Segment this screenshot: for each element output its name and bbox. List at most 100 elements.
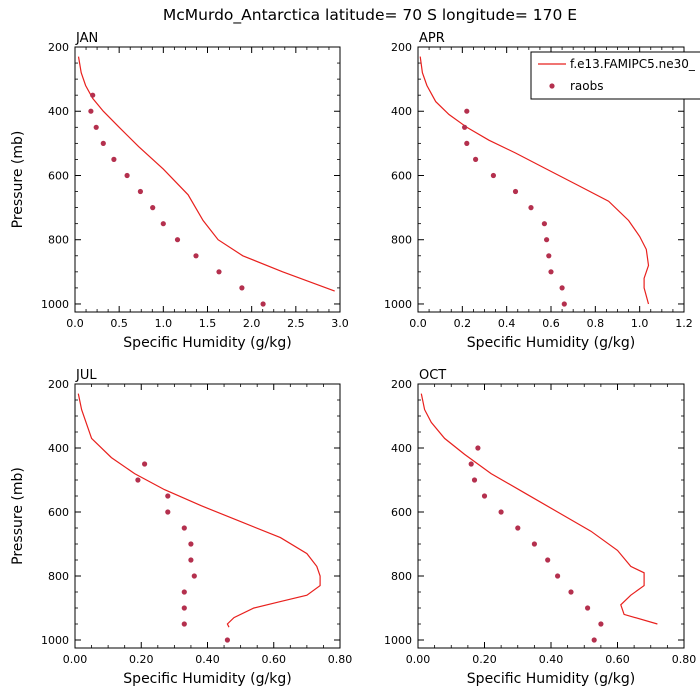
raobs-point — [142, 461, 148, 467]
raobs-point — [260, 301, 266, 307]
raobs-point — [150, 205, 156, 211]
panels-group: JAN 0.0 0.5 1.0 1.5 2.0 2.5 3.0 200 400 600 800 1000… — [10, 31, 696, 687]
y-tick-label: 200 — [391, 378, 412, 391]
plot-area-oct — [420, 393, 658, 643]
x-tick-label: 1.0 — [155, 317, 173, 330]
plot-area-apr — [419, 56, 650, 307]
raobs-point — [473, 156, 479, 162]
raobs-point — [561, 301, 567, 307]
y-tick-label: 400 — [48, 105, 69, 118]
y-tick-label: 1000 — [384, 298, 412, 311]
raobs-point — [490, 172, 496, 179]
raobs-point — [188, 557, 194, 563]
x-tick-label: 3.0 — [331, 317, 349, 330]
x-tick-label: 0.80 — [672, 653, 697, 666]
plot-frame-oct — [417, 383, 685, 649]
y-tick-label: 600 — [391, 169, 412, 182]
raobs-point — [546, 253, 552, 259]
raobs-point — [531, 541, 538, 547]
raobs-point — [137, 188, 143, 195]
raobs-point — [464, 108, 470, 114]
raobs-point — [598, 621, 604, 627]
y-tick-label: 800 — [391, 234, 412, 247]
x-tick-label: 0.8 — [587, 317, 605, 330]
y-tick-label: 1000 — [41, 298, 69, 311]
raobs-point — [224, 637, 230, 643]
x-tick-label: 0.0 — [409, 317, 427, 330]
x-tick-label: 0.60 — [262, 653, 287, 666]
plot-area-jan — [77, 56, 335, 307]
x-axis-label-jan: Specific Humidity (g/kg) — [123, 335, 291, 351]
raobs-point — [468, 461, 474, 467]
raobs-point — [88, 108, 94, 114]
y-tick-label: 200 — [391, 41, 412, 54]
raobs-point — [471, 477, 478, 483]
x-tick-label: 0.20 — [129, 653, 154, 666]
raobs-point — [528, 205, 534, 211]
y-tick-label: 800 — [48, 570, 69, 583]
x-tick-label: 1.5 — [199, 317, 217, 330]
x-axis-label-apr: Specific Humidity (g/kg) — [467, 335, 635, 351]
y-tick-label: 800 — [391, 570, 412, 583]
figure-title: McMurdo_Antarctica latitude= 70 S longit… — [163, 6, 577, 25]
x-tick-label: 0.40 — [539, 653, 564, 666]
raobs-point — [181, 525, 187, 531]
model-line-jul — [77, 393, 321, 628]
x-tick-label: 0.00 — [406, 653, 431, 666]
panel-label-apr: APR — [419, 31, 445, 46]
panel-jan: JAN 0.0 0.5 1.0 1.5 2.0 2.5 3.0 200 400 600 800 1000… — [10, 31, 349, 351]
raobs-point — [160, 221, 166, 227]
x-tick-label: 0.5 — [110, 317, 128, 330]
raobs-point — [188, 541, 194, 547]
raobs-point — [165, 493, 171, 499]
raobs-point — [555, 573, 561, 579]
y-tick-label: 800 — [48, 234, 69, 247]
raobs-point — [165, 509, 171, 515]
raobs-point — [541, 221, 548, 227]
y-axis-label-jan: Pressure (mb) — [10, 131, 26, 229]
raobs-point — [181, 589, 187, 595]
x-tick-label: 2.0 — [243, 317, 261, 330]
y-tick-label: 200 — [48, 378, 69, 391]
x-tick-label: 0.20 — [472, 653, 497, 666]
x-tick-label: 0.0 — [66, 317, 84, 330]
x-tick-label: 0.2 — [454, 317, 472, 330]
panel-oct: OCT 0.00 0.20 0.40 0.60 0.80 200 400 600 800 1000 S… — [384, 368, 696, 687]
model-line-jan — [77, 56, 335, 292]
x-tick-label: 1.0 — [631, 317, 649, 330]
raobs-point — [464, 140, 470, 146]
panel-label-jul: JUL — [75, 368, 97, 383]
raobs-point — [548, 269, 554, 275]
raobs-point — [193, 253, 199, 259]
model-line-oct — [420, 393, 658, 625]
raobs-point — [462, 124, 468, 130]
raobs-point — [475, 445, 481, 451]
y-tick-label: 200 — [48, 41, 69, 54]
plot-frame-jul — [74, 383, 341, 649]
raobs-point — [90, 92, 96, 98]
raobs-point — [174, 237, 181, 243]
x-tick-label: 0.00 — [63, 653, 88, 666]
raobs-point — [481, 493, 488, 499]
raobs-point — [124, 172, 130, 179]
x-tick-label: 0.60 — [605, 653, 630, 666]
y-tick-label: 400 — [391, 442, 412, 455]
panel-apr: APR 0.0 0.2 0.4 0.6 0.8 1.0 1.2 200 400 600 800 1000… — [384, 31, 693, 351]
raobs-point — [545, 557, 551, 563]
x-tick-label: 2.5 — [287, 317, 305, 330]
x-tick-label: 0.6 — [542, 317, 560, 330]
y-tick-label: 600 — [48, 169, 69, 182]
x-tick-label: 0.4 — [498, 317, 516, 330]
y-tick-label: 600 — [391, 506, 412, 519]
legend-box — [530, 51, 700, 100]
raobs-point — [216, 269, 222, 275]
raobs-point — [181, 605, 187, 611]
raobs-point — [559, 285, 565, 291]
legend-obs-label: raobs — [570, 79, 604, 93]
y-tick-label: 600 — [48, 506, 69, 519]
plot-frame-jan — [74, 46, 341, 313]
y-tick-label: 400 — [391, 105, 412, 118]
plot-area-jul — [77, 393, 321, 643]
y-axis-label-jul: Pressure (mb) — [10, 467, 26, 565]
raobs-point — [591, 637, 597, 643]
